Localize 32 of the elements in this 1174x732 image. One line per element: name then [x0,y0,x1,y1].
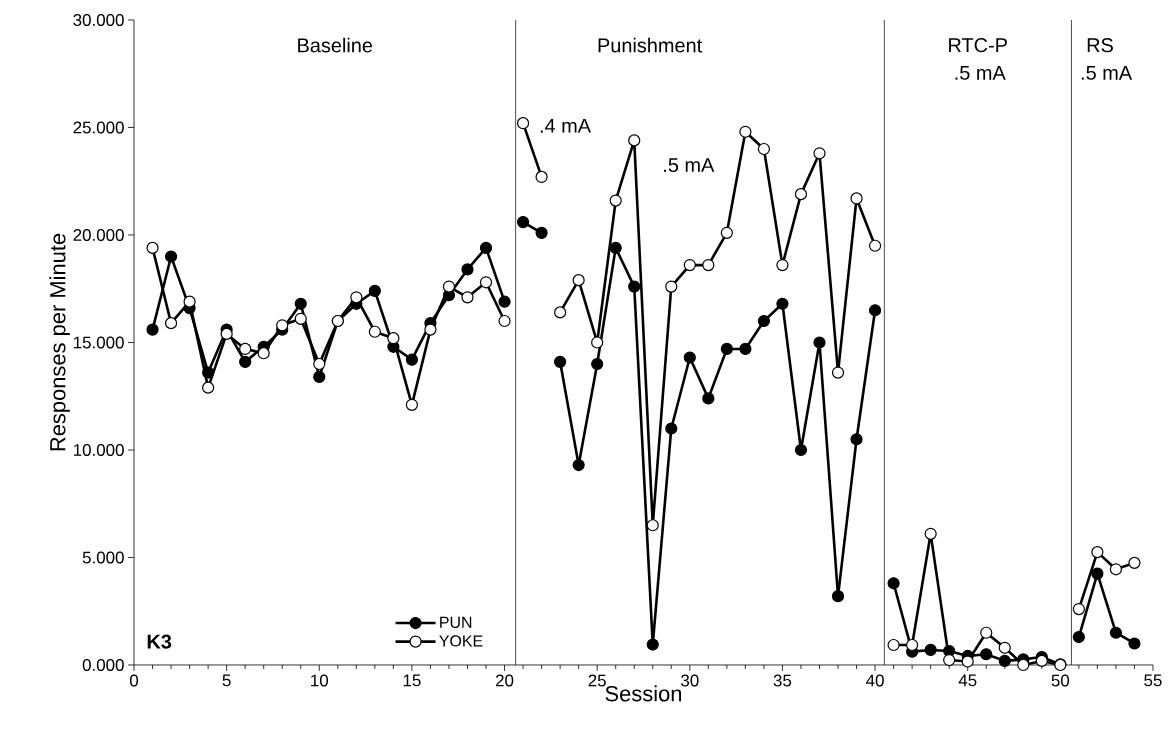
annotation: K3 [147,634,172,649]
annotation: RS [1087,38,1113,53]
y-tick-label: 30.000 [73,13,124,26]
annotation: Baseline [298,37,373,53]
x-tick-label: 50 [1051,674,1070,687]
y-tick-label: 15.000 [73,336,124,349]
x-tick-label: 20 [495,674,514,687]
x-tick-label: 0 [129,674,139,687]
x-tick-label: 45 [958,674,977,687]
x-tick-label: 5 [222,674,231,687]
annotation: .4 mA [540,118,591,133]
x-tick-label: 35 [773,674,792,687]
y-tick-label: 25.000 [73,121,124,134]
annotation: .5 mA [955,65,1006,80]
y-tick-label: 10.000 [73,443,124,456]
annotation: RTC-P [949,38,1007,53]
x-tick-label: 15 [403,674,421,687]
legend-label: PUN [440,616,472,628]
legend-label: YOKE [439,635,483,647]
y-tick-label: 5.000 [82,551,124,564]
annotation: .5 mA [664,158,715,173]
y-tick-label: 0.000 [82,658,124,671]
x-axis-title: Session [605,685,682,702]
y-tick-label: 20.000 [73,228,124,241]
y-axis-title: Responses per Minute [49,233,70,451]
x-tick-label: 25 [588,674,606,687]
x-tick-label: 10 [311,674,329,687]
annotation: .5 mA [1081,65,1133,80]
x-tick-label: 30 [681,674,699,687]
annotation: Punishment [598,37,703,53]
x-tick-label: 40 [866,674,884,687]
x-tick-label: 55 [1144,674,1162,687]
